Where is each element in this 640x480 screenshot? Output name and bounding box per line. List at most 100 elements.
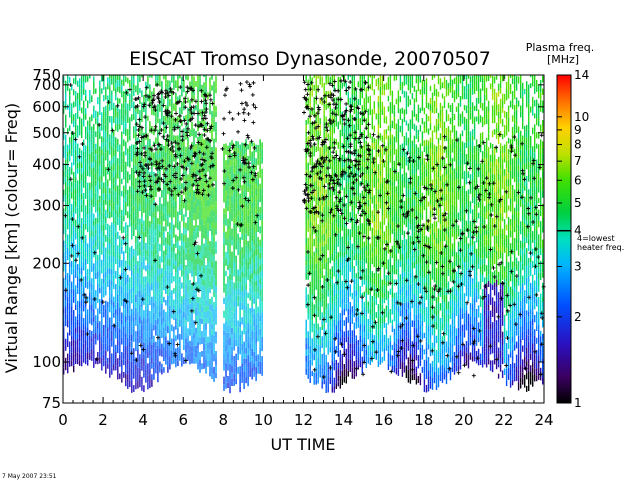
heatmap-cell — [231, 311, 233, 317]
heatmap-cell — [85, 276, 87, 283]
heatmap-cell — [149, 285, 151, 293]
heatmap-cell — [79, 179, 81, 185]
heatmap-cell — [89, 248, 91, 256]
heatmap-cell — [211, 253, 213, 262]
heatmap-cell — [153, 361, 155, 368]
heatmap-cell — [159, 224, 161, 232]
heatmap-cell — [331, 379, 333, 387]
heatmap-cell — [95, 148, 97, 155]
heatmap-cell — [213, 119, 215, 125]
heatmap-cell — [175, 183, 177, 189]
heatmap-cell — [83, 170, 85, 176]
heatmap-cell — [357, 260, 359, 266]
heatmap-cell — [171, 166, 173, 172]
heatmap-cell — [229, 148, 231, 155]
heatmap-cell — [111, 262, 113, 270]
heatmap-cell — [317, 337, 319, 345]
heatmap-cell — [239, 346, 241, 355]
heatmap-cell — [163, 321, 165, 328]
heatmap-cell — [167, 231, 169, 239]
heatmap-cell — [121, 157, 123, 165]
heatmap-cell — [249, 257, 251, 265]
heatmap-cell — [181, 108, 183, 115]
heatmap-cell — [183, 146, 185, 152]
heatmap-cell — [159, 274, 161, 282]
heatmap-cell — [189, 81, 191, 90]
heatmap-cell — [189, 253, 191, 260]
heatmap-cell — [203, 343, 205, 351]
heatmap-cell — [327, 200, 329, 207]
heatmap-cell — [227, 302, 229, 309]
heatmap-cell — [137, 154, 139, 162]
heatmap-cell — [321, 193, 323, 200]
heatmap-cell — [259, 315, 261, 322]
heatmap-cell — [261, 312, 263, 319]
heatmap-cell — [67, 175, 69, 182]
heatmap-cell — [121, 330, 123, 338]
heatmap-cell — [199, 359, 201, 367]
heatmap-cell — [71, 261, 73, 267]
heatmap-cell — [151, 174, 153, 181]
heatmap-cell — [63, 208, 65, 216]
heatmap-cell — [203, 158, 205, 167]
heatmap-cell — [91, 133, 93, 140]
heatmap-cell — [101, 168, 103, 175]
heatmap-cell — [213, 138, 215, 145]
heatmap-cell — [139, 316, 141, 324]
heatmap-cell — [201, 238, 203, 246]
heatmap-cell — [159, 305, 161, 312]
heatmap-cell — [141, 300, 143, 308]
heatmap-cell — [207, 275, 209, 282]
heatmap-cell — [359, 260, 361, 266]
heatmap-cell — [339, 331, 341, 338]
heatmap-cell — [77, 264, 79, 271]
heatmap-cell — [213, 88, 215, 96]
heatmap-cell — [73, 339, 75, 347]
heatmap-cell — [67, 332, 69, 341]
heatmap-cell — [87, 243, 89, 249]
heatmap-cell — [347, 260, 349, 269]
heatmap-cell — [169, 199, 171, 205]
heatmap-cell — [71, 136, 73, 143]
heatmap-cell — [69, 310, 71, 317]
heatmap-cell — [107, 136, 109, 144]
heatmap-cell — [261, 307, 263, 313]
heatmap-cell — [89, 148, 91, 154]
heatmap-cell — [115, 238, 117, 246]
heatmap-cell — [161, 349, 163, 357]
heatmap-cell — [73, 200, 75, 206]
heatmap-cell — [213, 342, 215, 350]
heatmap-cell — [167, 208, 169, 215]
heatmap-cell — [309, 240, 311, 248]
heatmap-cell — [253, 245, 255, 251]
heatmap-cell — [345, 271, 347, 278]
heatmap-cell — [109, 249, 111, 256]
heatmap-cell — [313, 354, 315, 361]
heatmap-cell — [201, 90, 203, 98]
heatmap-cell — [313, 84, 315, 91]
heatmap-cell — [357, 278, 359, 285]
heatmap-cell — [165, 144, 167, 153]
heatmap-cell — [203, 243, 205, 251]
heatmap-cell — [115, 148, 117, 155]
heatmap-cell — [325, 276, 327, 282]
heatmap-cell — [127, 282, 129, 288]
heatmap-cell — [333, 170, 335, 177]
heatmap-cell — [125, 222, 127, 230]
heatmap-cell — [361, 197, 363, 204]
heatmap-cell — [143, 243, 145, 250]
heatmap-cell — [343, 138, 345, 147]
heatmap-cell — [191, 262, 193, 270]
heatmap-cell — [157, 318, 159, 325]
heatmap-cell — [261, 168, 263, 175]
heatmap-cell — [355, 253, 357, 261]
heatmap-cell — [69, 112, 71, 118]
heatmap-cell — [125, 374, 127, 380]
heatmap-cell — [109, 86, 111, 92]
heatmap-cell — [63, 251, 65, 259]
heatmap-cell — [127, 274, 129, 283]
heatmap-cell — [109, 274, 111, 280]
heatmap-cell — [135, 111, 137, 120]
heatmap-cell — [167, 201, 169, 209]
heatmap-cell — [213, 262, 215, 270]
